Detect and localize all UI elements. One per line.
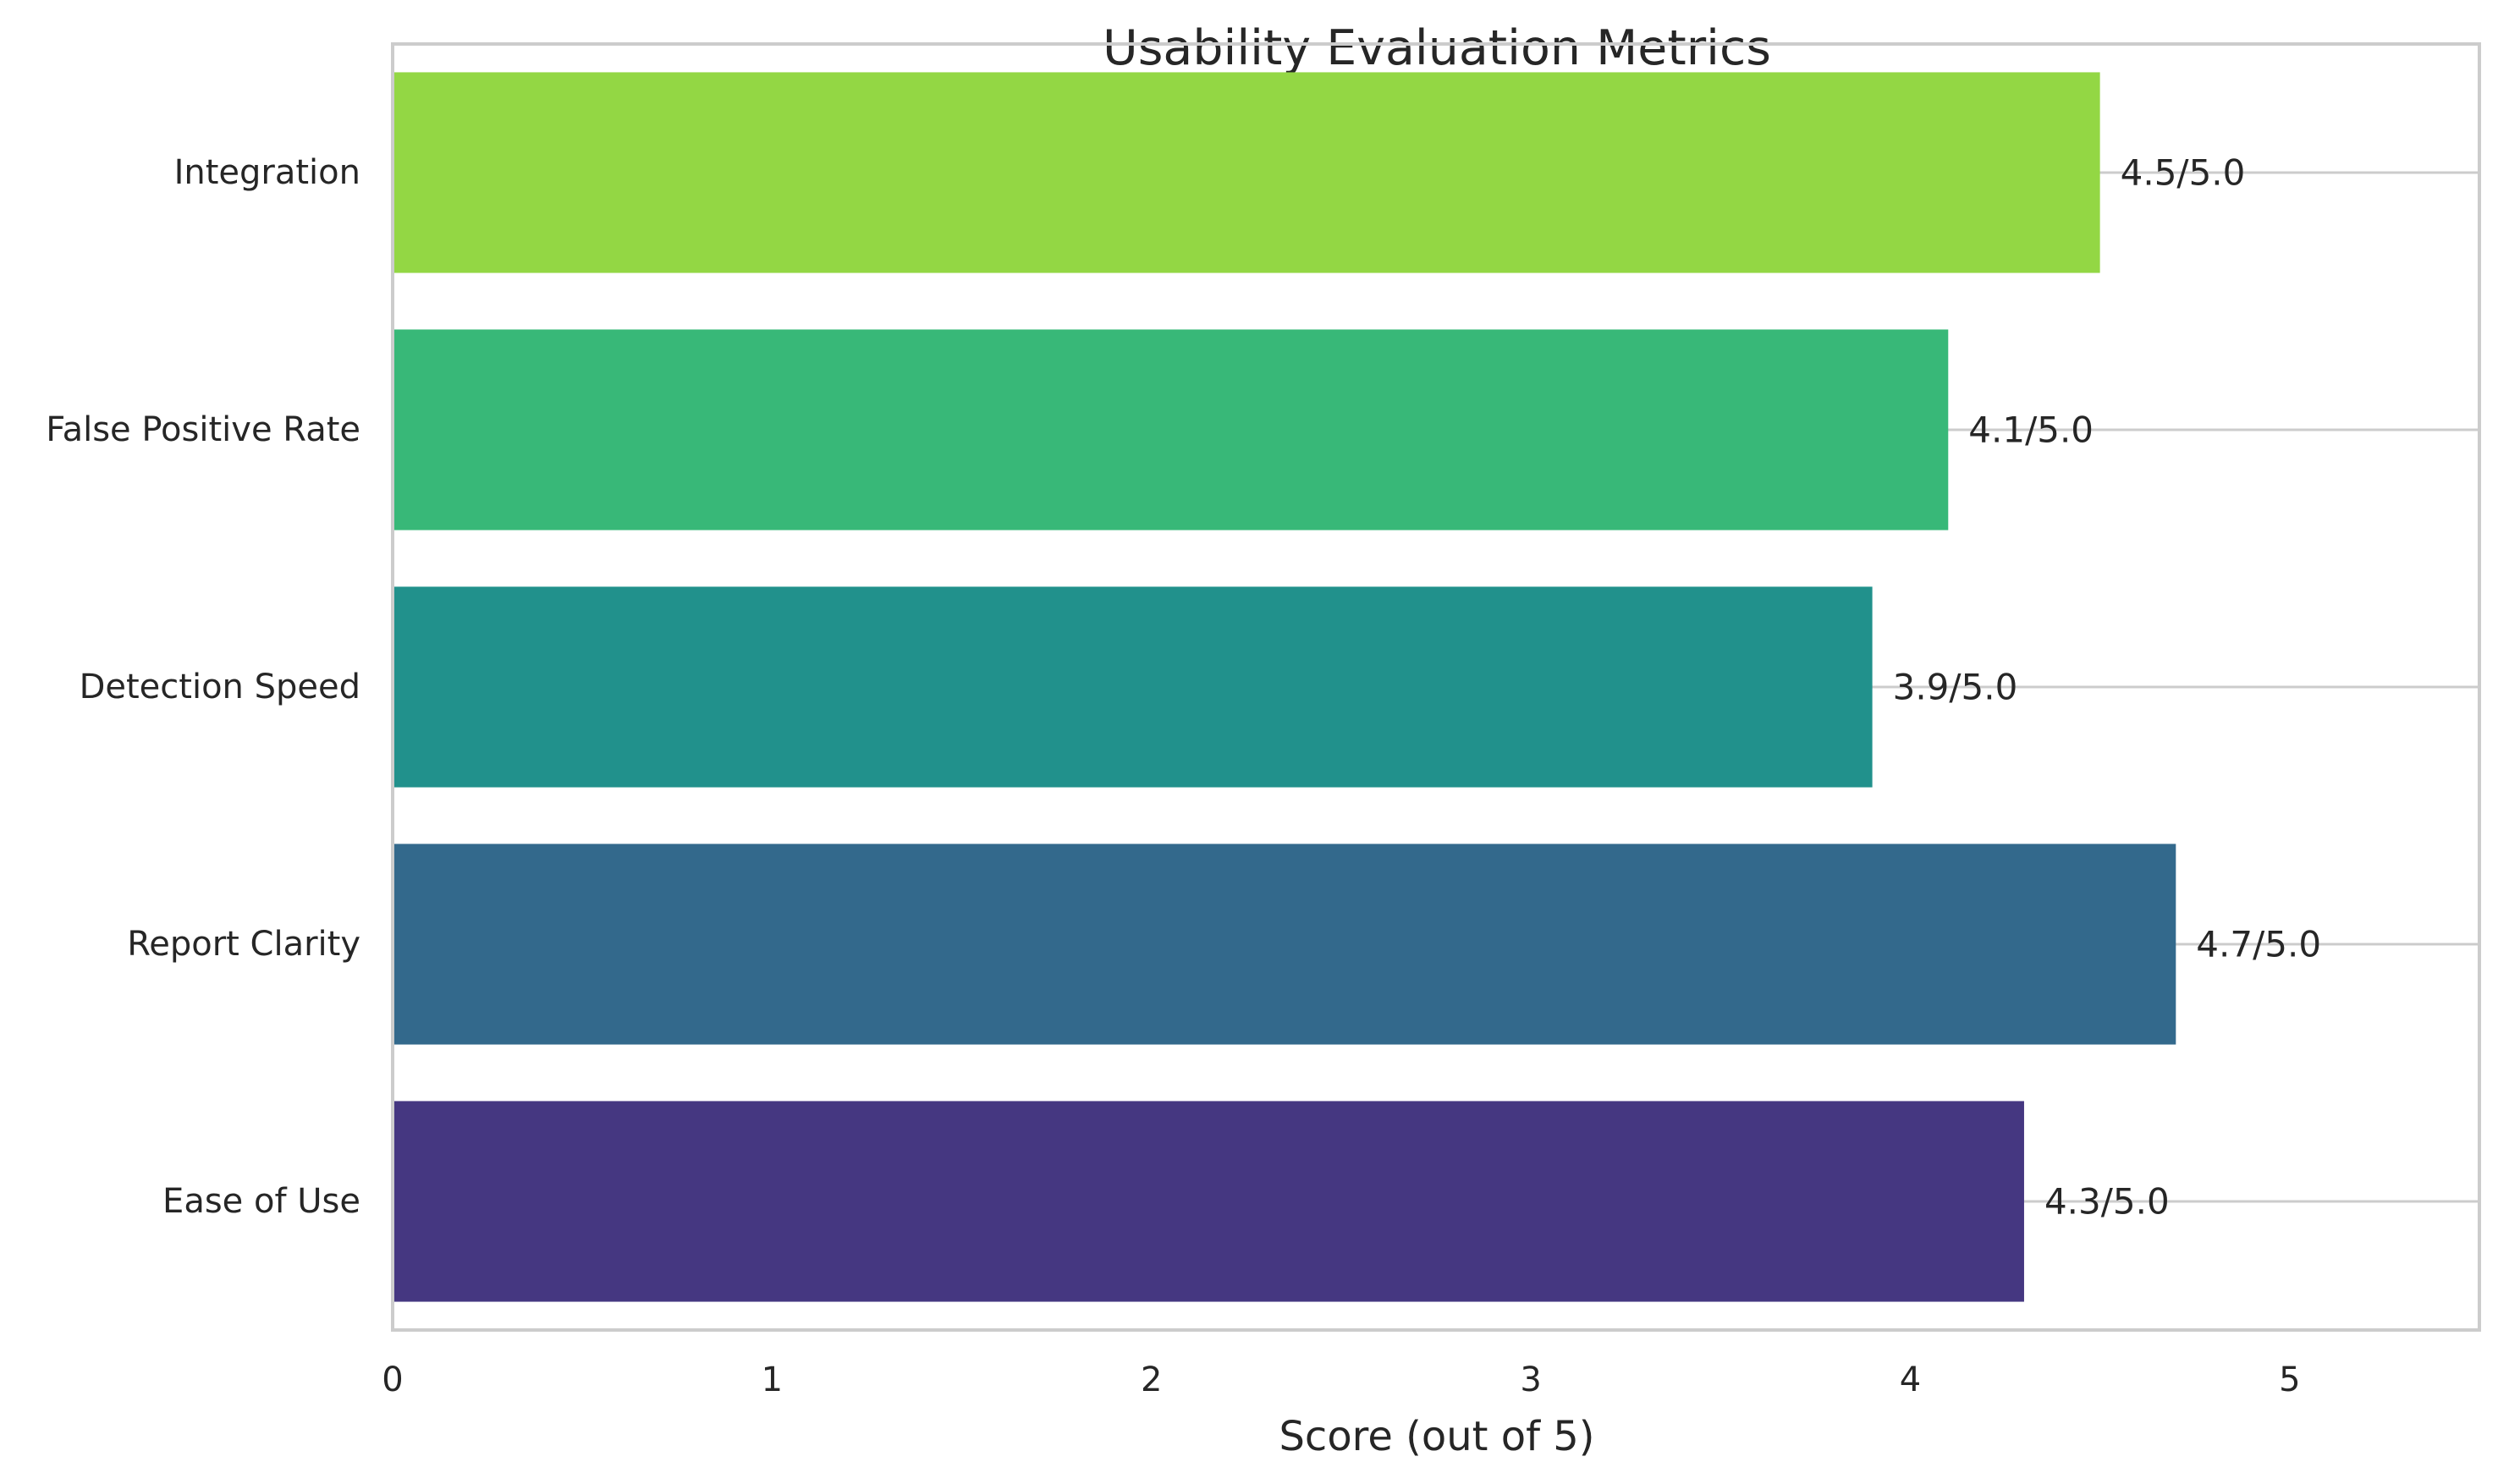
y-tick-labels: Ease of Use Report Clarity Detection Speed… (46, 153, 360, 1221)
chart-title: Usability Evaluation Metrics (1103, 20, 1771, 76)
x-axis-label: Score (out of 5) (1279, 1413, 1594, 1460)
y-tick-label-false-positive-rate: False Positive Rate (46, 410, 360, 449)
x-tick-label-3: 3 (1520, 1360, 1541, 1399)
data-label-integration: 4.5/5.0 (2121, 152, 2246, 194)
bar-integration (393, 72, 2100, 273)
data-label-report-clarity: 4.7/5.0 (2196, 924, 2321, 965)
bar-false-positive-rate (393, 329, 1949, 530)
x-tick-label-5: 5 (2279, 1360, 2300, 1399)
y-tick-label-detection-speed: Detection Speed (80, 668, 360, 706)
y-tick-label-ease-of-use: Ease of Use (162, 1182, 360, 1221)
data-labels: 4.3/5.0 4.7/5.0 3.9/5.0 4.1/5.0 4.5/5.0 (1893, 152, 2321, 1223)
data-label-detection-speed: 3.9/5.0 (1893, 667, 2018, 708)
y-tick-label-integration: Integration (174, 153, 360, 192)
x-tick-label-1: 1 (762, 1360, 783, 1399)
data-label-ease-of-use: 4.3/5.0 (2044, 1181, 2170, 1223)
x-tick-label-2: 2 (1141, 1360, 1162, 1399)
x-tick-label-0: 0 (382, 1360, 403, 1399)
x-tick-labels: 0 1 2 3 4 5 (382, 1360, 2300, 1399)
bars (393, 72, 2176, 1302)
data-label-false-positive-rate: 4.1/5.0 (1968, 409, 2094, 451)
bar-detection-speed (393, 586, 1873, 788)
bar-ease-of-use (393, 1101, 2024, 1302)
y-tick-label-report-clarity: Report Clarity (127, 925, 360, 964)
x-tick-label-4: 4 (1900, 1360, 1921, 1399)
bar-report-clarity (393, 844, 2176, 1045)
plot-frame (391, 42, 2481, 1332)
